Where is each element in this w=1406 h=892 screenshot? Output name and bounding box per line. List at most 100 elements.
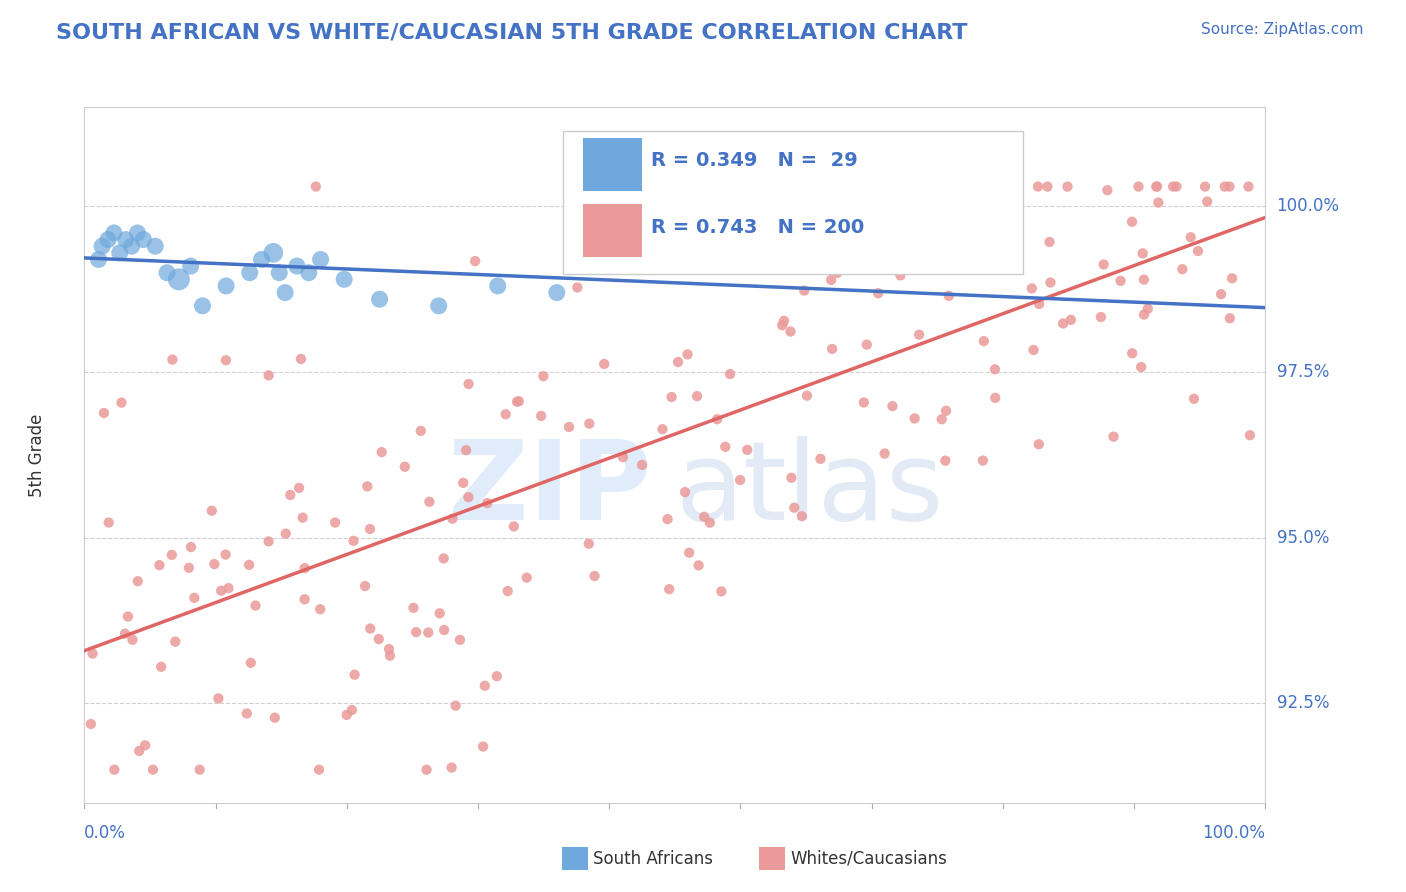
Point bbox=[793, 284, 815, 298]
Point bbox=[290, 351, 312, 366]
Point bbox=[852, 395, 875, 409]
Point bbox=[988, 179, 1011, 194]
Text: 97.5%: 97.5% bbox=[1277, 363, 1329, 381]
Point bbox=[984, 391, 1007, 405]
Point bbox=[856, 337, 879, 351]
Point bbox=[451, 475, 474, 490]
Point bbox=[274, 526, 297, 541]
Point bbox=[735, 442, 758, 457]
Text: 92.5%: 92.5% bbox=[1277, 694, 1329, 713]
Point bbox=[966, 220, 988, 235]
Point bbox=[291, 510, 314, 524]
Point bbox=[1132, 246, 1154, 260]
Point bbox=[1144, 179, 1167, 194]
Point bbox=[160, 548, 183, 562]
Point bbox=[103, 226, 125, 240]
Point bbox=[506, 394, 529, 409]
Point bbox=[770, 318, 793, 333]
Point bbox=[472, 739, 495, 754]
Point bbox=[308, 763, 330, 777]
Point bbox=[938, 289, 960, 303]
Point bbox=[356, 479, 378, 493]
Point bbox=[810, 451, 832, 466]
Point bbox=[820, 273, 842, 287]
Point bbox=[868, 286, 890, 301]
Point bbox=[1133, 308, 1156, 322]
Point bbox=[1194, 179, 1216, 194]
Point bbox=[1161, 179, 1184, 194]
Point bbox=[156, 266, 179, 280]
Point bbox=[257, 534, 280, 549]
Point bbox=[876, 233, 898, 247]
Point bbox=[821, 213, 844, 227]
Point bbox=[127, 226, 149, 240]
Point bbox=[143, 239, 166, 253]
Point bbox=[673, 485, 696, 500]
Point bbox=[454, 443, 477, 458]
Point bbox=[121, 632, 143, 647]
Point bbox=[1038, 235, 1060, 249]
Point bbox=[294, 592, 316, 607]
Point bbox=[108, 245, 131, 260]
Point bbox=[127, 574, 149, 589]
Point bbox=[180, 540, 202, 554]
Point bbox=[370, 445, 392, 459]
Point bbox=[177, 561, 200, 575]
Point bbox=[449, 632, 471, 647]
Point bbox=[1028, 297, 1050, 311]
Point bbox=[780, 471, 803, 485]
Point bbox=[1187, 244, 1209, 258]
Point bbox=[1001, 179, 1024, 194]
Point bbox=[368, 292, 391, 306]
Point bbox=[1171, 262, 1194, 277]
Point bbox=[931, 412, 953, 426]
Point bbox=[651, 422, 673, 436]
Point bbox=[1136, 301, 1159, 316]
Text: 100.0%: 100.0% bbox=[1277, 197, 1340, 216]
Point bbox=[239, 266, 262, 280]
Point bbox=[1133, 272, 1156, 286]
Point bbox=[889, 268, 911, 283]
Point bbox=[405, 625, 427, 640]
Point bbox=[378, 648, 401, 663]
Point bbox=[132, 233, 155, 247]
Point bbox=[666, 355, 689, 369]
Point bbox=[984, 362, 1007, 376]
Point bbox=[93, 406, 115, 420]
Point bbox=[323, 516, 346, 530]
Point bbox=[202, 557, 225, 571]
Text: 95.0%: 95.0% bbox=[1277, 529, 1329, 547]
Text: 0.0%: 0.0% bbox=[84, 823, 127, 842]
Point bbox=[440, 761, 463, 775]
Point bbox=[285, 259, 308, 273]
Point bbox=[378, 642, 401, 657]
Point bbox=[1239, 428, 1261, 442]
Point bbox=[218, 581, 240, 595]
Point bbox=[1130, 360, 1153, 375]
Point bbox=[873, 447, 896, 461]
Point bbox=[1028, 437, 1050, 451]
Point bbox=[686, 389, 709, 403]
Point bbox=[1209, 287, 1232, 301]
Point bbox=[1220, 271, 1243, 285]
Point bbox=[1022, 343, 1045, 357]
Point bbox=[97, 516, 120, 530]
Point bbox=[245, 599, 267, 613]
Point bbox=[103, 763, 125, 777]
Point bbox=[904, 411, 927, 425]
Point bbox=[1036, 179, 1059, 194]
Point bbox=[496, 584, 519, 599]
Point bbox=[1052, 317, 1074, 331]
Text: R = 0.743   N = 200: R = 0.743 N = 200 bbox=[651, 218, 865, 237]
Text: 100.0%: 100.0% bbox=[1202, 823, 1265, 842]
Text: atlas: atlas bbox=[675, 436, 943, 543]
Point bbox=[191, 299, 214, 313]
Point bbox=[1213, 179, 1236, 194]
Point bbox=[710, 584, 733, 599]
Point bbox=[1180, 230, 1202, 244]
Point bbox=[305, 179, 328, 194]
Point bbox=[117, 609, 139, 624]
Point bbox=[238, 558, 260, 572]
Point bbox=[676, 347, 699, 361]
Point bbox=[1060, 313, 1083, 327]
